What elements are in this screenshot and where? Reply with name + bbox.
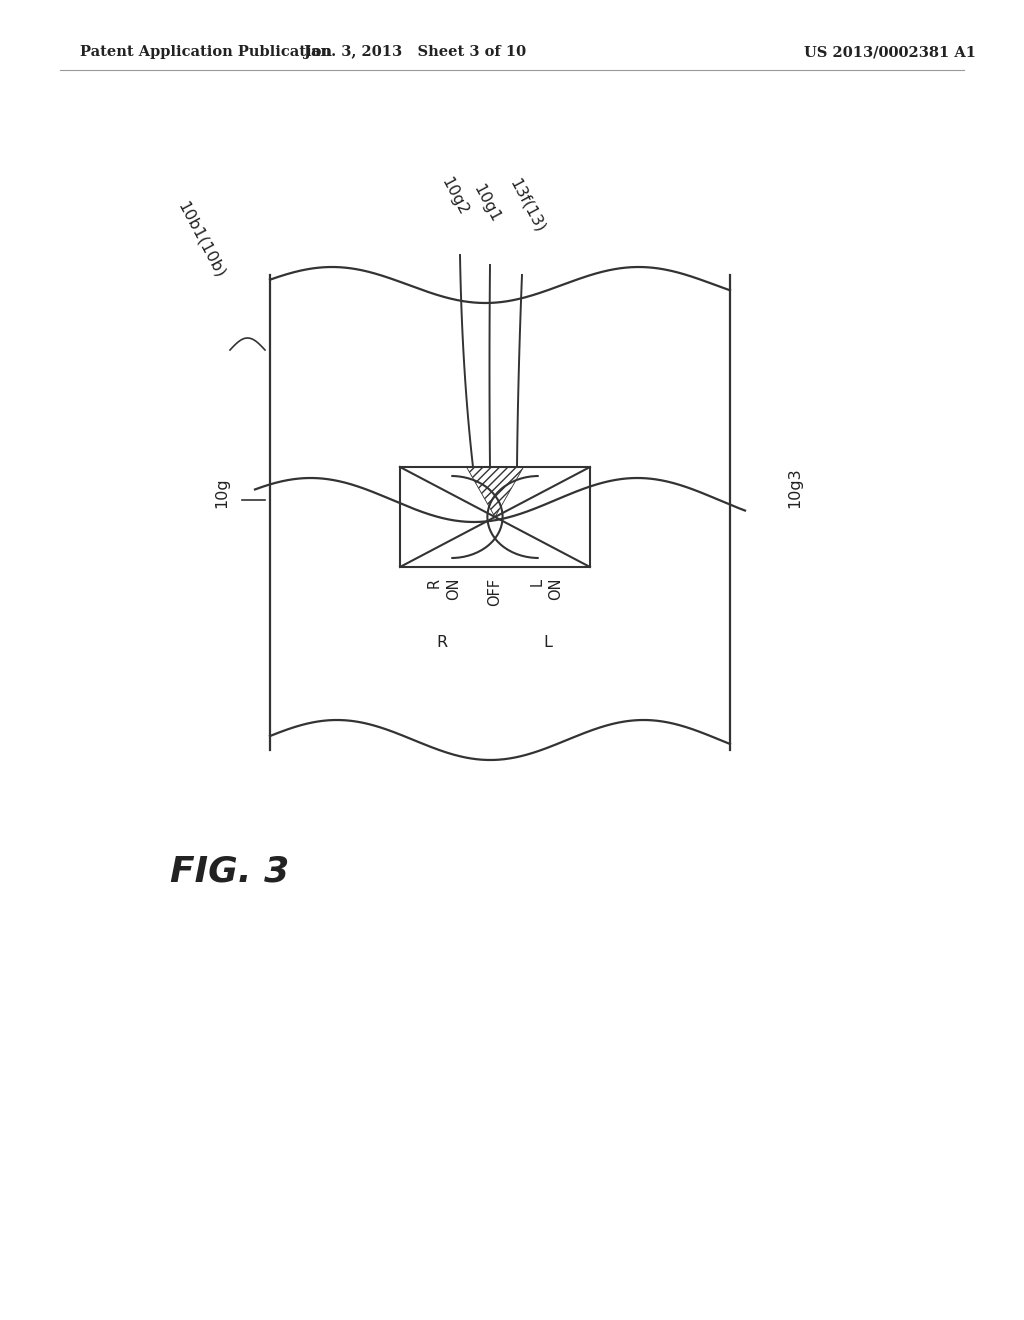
Text: ON: ON xyxy=(445,578,461,601)
Text: R: R xyxy=(427,578,441,589)
Text: US 2013/0002381 A1: US 2013/0002381 A1 xyxy=(804,45,976,59)
Text: OFF: OFF xyxy=(487,578,503,606)
Text: ON: ON xyxy=(548,578,563,601)
Text: Jan. 3, 2013   Sheet 3 of 10: Jan. 3, 2013 Sheet 3 of 10 xyxy=(304,45,526,59)
Text: L: L xyxy=(544,635,553,649)
Text: 10b1(10b): 10b1(10b) xyxy=(175,199,227,280)
Text: R: R xyxy=(436,635,447,649)
Text: 13f(13): 13f(13) xyxy=(507,176,548,235)
Text: 10g2: 10g2 xyxy=(438,176,470,218)
Text: 10g1: 10g1 xyxy=(470,182,503,224)
Text: Patent Application Publication: Patent Application Publication xyxy=(80,45,332,59)
Text: 10g3: 10g3 xyxy=(787,467,803,508)
Text: 10g: 10g xyxy=(214,478,229,508)
Text: L: L xyxy=(529,578,545,586)
Text: FIG. 3: FIG. 3 xyxy=(170,855,289,888)
